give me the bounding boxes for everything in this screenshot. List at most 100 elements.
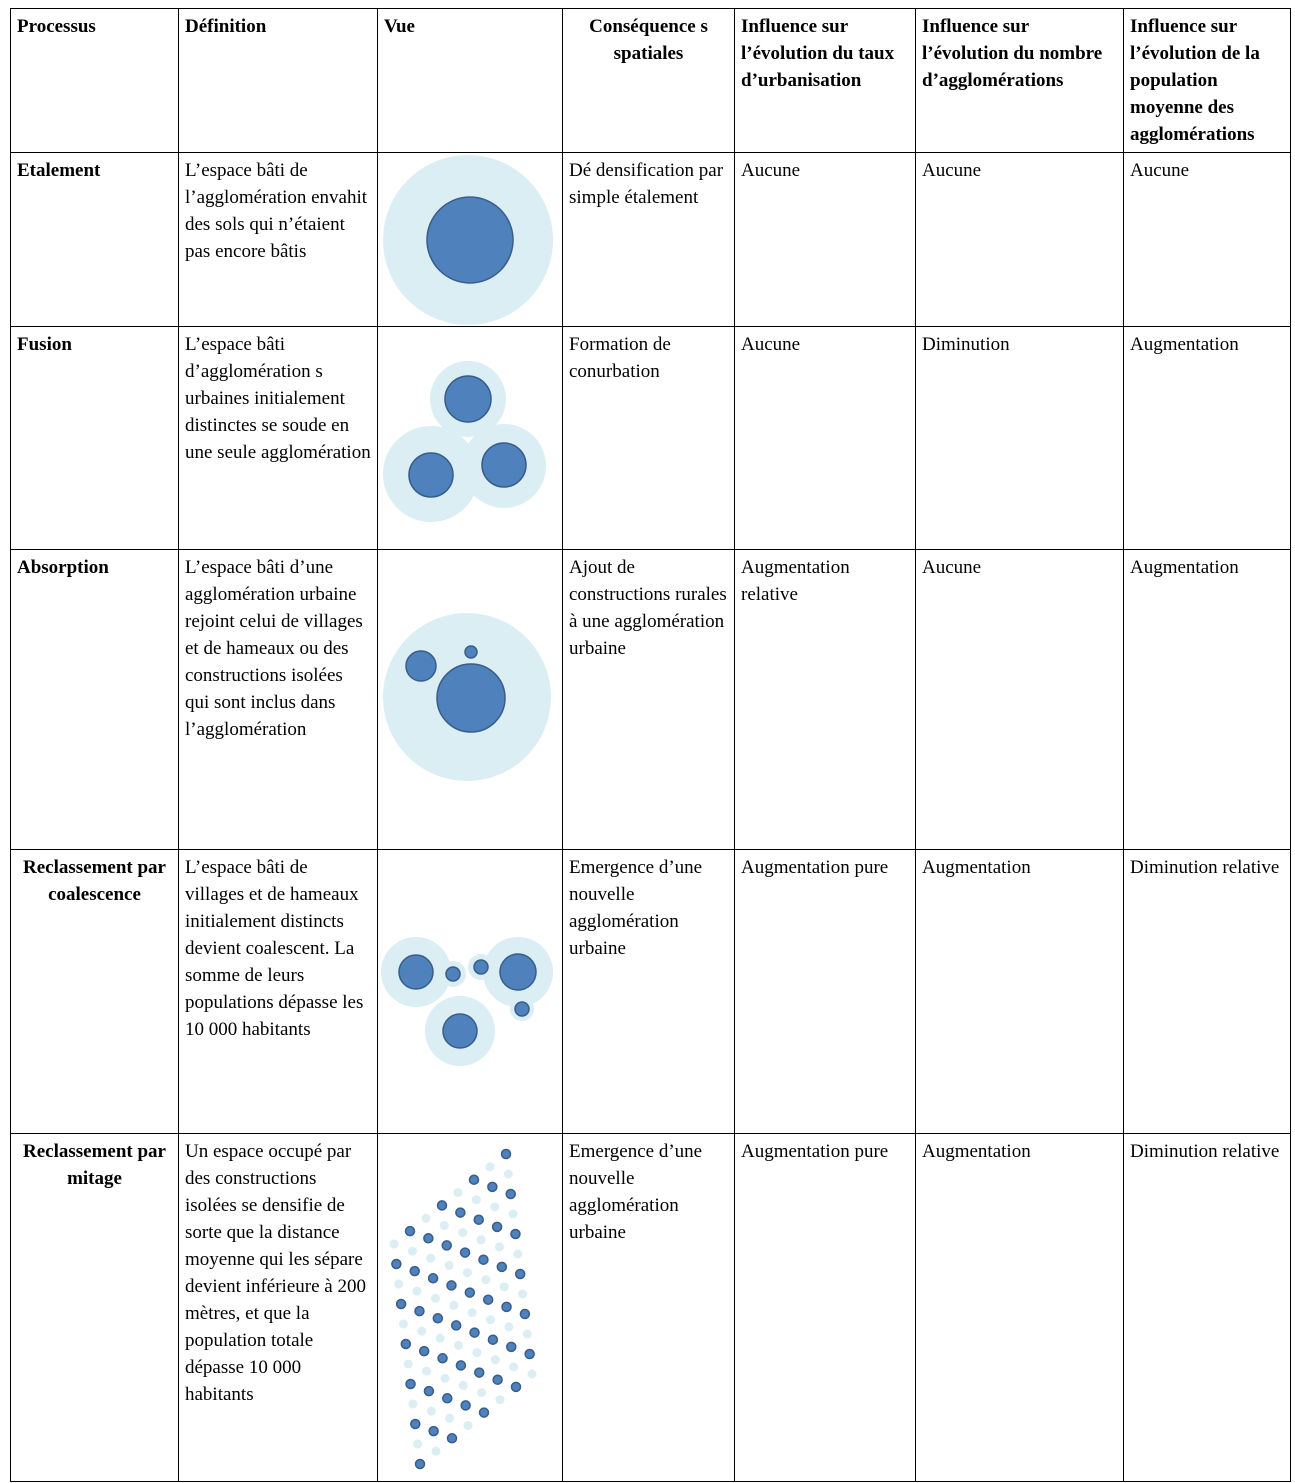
extension-area (503, 1169, 513, 1179)
built-area (436, 663, 506, 733)
extension-area (426, 1406, 436, 1416)
view-cell (377, 849, 563, 1134)
extension-area (440, 1373, 450, 1383)
built-area (492, 1374, 503, 1385)
built-area (427, 1273, 439, 1284)
extension-area (394, 1279, 404, 1289)
built-area (405, 650, 437, 682)
extension-area (467, 1308, 477, 1318)
definition-cell: L’espace bâti de l’agglomération envahit… (178, 152, 378, 327)
consequences-cell: Emergence d’une nouvelle agglomération u… (562, 849, 735, 1134)
built-area (436, 1200, 448, 1211)
built-area (473, 1214, 484, 1225)
taux-cell: Aucune (734, 152, 916, 327)
taux-cell: Augmentation pure (734, 849, 916, 1134)
extension-area (476, 1235, 486, 1245)
extension-area (490, 1202, 500, 1212)
taux-cell: Aucune (734, 326, 916, 550)
extension-area (504, 1322, 514, 1332)
extension-area (444, 1260, 454, 1270)
extension-area (449, 1300, 459, 1310)
nombre-cell: Aucune (915, 152, 1124, 327)
built-area (446, 1433, 458, 1444)
built-area (423, 1385, 435, 1397)
built-area (444, 375, 492, 423)
extension-area (435, 1333, 445, 1343)
extension-area (518, 1289, 528, 1299)
extension-area (486, 1315, 496, 1325)
process-cell: Reclassement par coalescence (10, 849, 179, 1134)
table-row: Fusion L’espace bâti d’agglomération s ur… (10, 326, 1291, 550)
header-cell: Définition (178, 8, 378, 153)
view-cell (377, 326, 563, 550)
header-cell: Influence sur l’évolution du taux d’urba… (734, 8, 916, 153)
built-area (414, 1458, 426, 1470)
header-cell: Influence sur l’évolution du nombre d’ag… (915, 8, 1124, 153)
population-cell: Augmentation (1123, 326, 1291, 550)
population-cell: Augmentation (1123, 549, 1291, 850)
built-area (455, 1360, 467, 1371)
extension-area (494, 1242, 504, 1252)
built-area (418, 1345, 430, 1357)
process-cell: Fusion (10, 326, 179, 550)
built-area (441, 1240, 452, 1251)
built-area (400, 1338, 412, 1350)
built-area (514, 1001, 530, 1017)
view-illustration (383, 155, 553, 325)
extension-area (412, 1286, 422, 1296)
consequences-cell: Dé densification par simple étalement (562, 152, 735, 327)
built-area (432, 1313, 444, 1324)
header-cell: Influence sur l’évolution de la populati… (1123, 8, 1291, 153)
nombre-cell: Diminution (915, 326, 1124, 550)
built-area (519, 1308, 531, 1320)
built-area (455, 1207, 466, 1218)
built-area (428, 1425, 439, 1437)
view-cell (377, 1133, 563, 1482)
built-area (487, 1334, 499, 1345)
extension-area (430, 1293, 440, 1303)
extension-area (454, 1340, 464, 1350)
built-area (442, 1013, 478, 1049)
extension-area (522, 1329, 532, 1339)
extension-area (421, 1213, 431, 1223)
built-area (398, 954, 434, 990)
extension-area (439, 1220, 449, 1230)
built-area (464, 645, 478, 659)
nombre-cell: Augmentation (915, 849, 1124, 1134)
extension-area (453, 1188, 463, 1198)
built-area (506, 1341, 517, 1353)
extension-area (445, 1413, 455, 1423)
extension-area (472, 1348, 482, 1358)
view-illustration (389, 1148, 537, 1470)
built-area (505, 1188, 516, 1200)
extension-area (422, 1366, 432, 1376)
view-cell (377, 152, 563, 327)
definition-cell: L’espace bâti d’une agglomération urbain… (178, 549, 378, 850)
extension-area (431, 1446, 441, 1456)
extension-area (527, 1369, 537, 1379)
view-cell (377, 549, 563, 850)
built-area (404, 1225, 416, 1237)
built-area (409, 1265, 420, 1277)
built-area (514, 1268, 526, 1280)
built-area (510, 1228, 521, 1240)
built-area (450, 1320, 462, 1331)
built-area (478, 1254, 489, 1265)
built-area (473, 959, 489, 975)
view-illustration (383, 361, 546, 522)
process-table: Processus Définition Vue Conséquence s s… (10, 8, 1291, 1482)
table-row: Reclassement par mitage Un espace occupé … (10, 1133, 1291, 1482)
taux-cell: Augmentation pure (734, 1133, 916, 1482)
built-area (469, 1327, 480, 1338)
built-area (491, 1221, 503, 1233)
process-cell: Absorption (10, 549, 179, 850)
extension-area (417, 1326, 427, 1336)
process-cell: Etalement (10, 152, 179, 327)
built-area (405, 1378, 416, 1390)
built-area (459, 1247, 471, 1258)
built-area (408, 452, 454, 498)
consequences-cell: Formation de conurbation (562, 326, 735, 550)
extension-area (477, 1388, 487, 1398)
extension-area (398, 1319, 408, 1329)
